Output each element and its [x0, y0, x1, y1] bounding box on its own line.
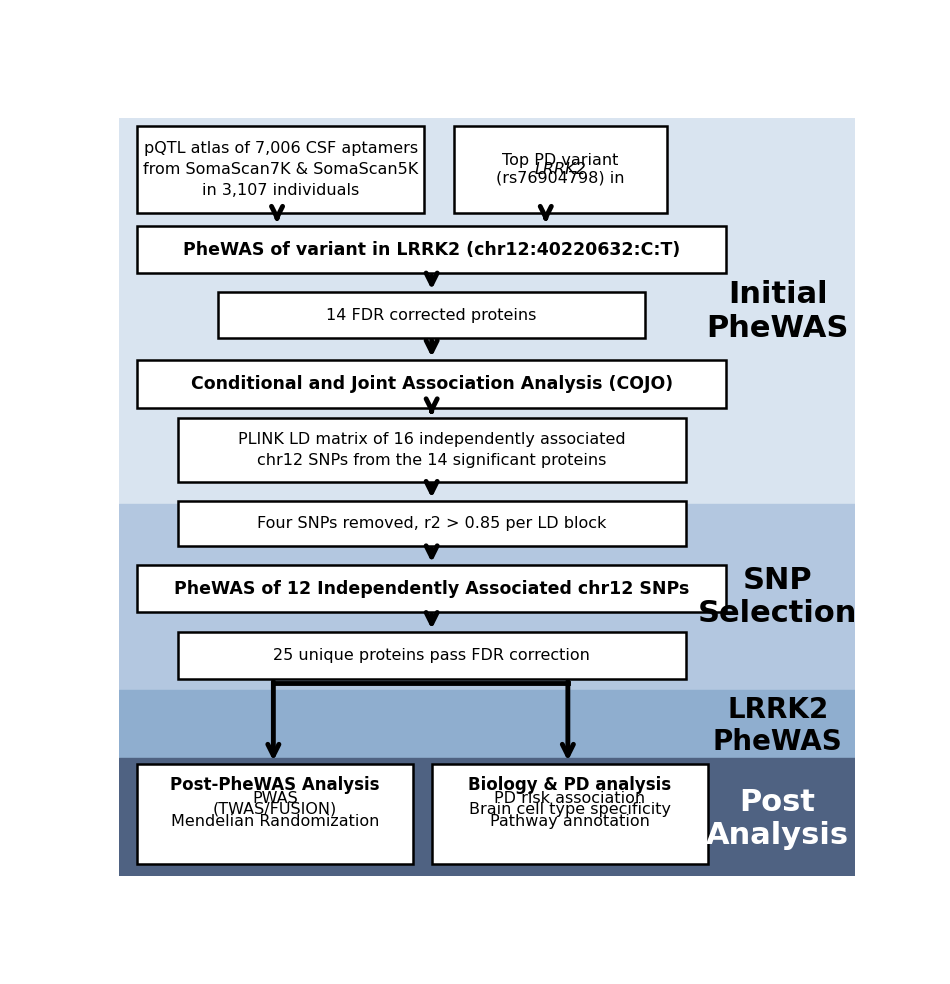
Text: 14 FDR corrected proteins: 14 FDR corrected proteins [327, 308, 537, 323]
FancyBboxPatch shape [178, 501, 686, 546]
Text: Conditional and Joint Association Analysis (COJO): Conditional and Joint Association Analys… [191, 375, 673, 393]
Text: 25 unique proteins pass FDR correction: 25 unique proteins pass FDR correction [274, 647, 590, 663]
Bar [119, 118, 855, 505]
Text: Post
Analysis: Post Analysis [706, 787, 849, 850]
Text: Post-PheWAS Analysis: Post-PheWAS Analysis [170, 776, 380, 794]
FancyBboxPatch shape [431, 764, 708, 864]
Text: Brain cell type specificity: Brain cell type specificity [468, 802, 671, 817]
Text: Mendelian Randomization: Mendelian Randomization [171, 814, 379, 830]
Bar [119, 759, 855, 876]
Text: Initial
PheWAS: Initial PheWAS [707, 280, 849, 342]
Text: pQTL atlas of 7,006 CSF aptamers
from SomaScan7K & SomaScan5K
in 3,107 individua: pQTL atlas of 7,006 CSF aptamers from So… [143, 141, 418, 198]
FancyBboxPatch shape [137, 360, 726, 407]
Text: (TWAS/FUSION): (TWAS/FUSION) [213, 802, 337, 817]
Bar [119, 505, 855, 690]
Text: SNP
Selection: SNP Selection [698, 566, 858, 628]
FancyBboxPatch shape [178, 418, 686, 482]
Bar [119, 690, 855, 759]
Text: PheWAS of variant in LRRK2 (chr12:40220632:C:T): PheWAS of variant in LRRK2 (chr12:402206… [183, 240, 680, 259]
Text: PheWAS of 12 Independently Associated chr12 SNPs: PheWAS of 12 Independently Associated ch… [174, 580, 690, 597]
Text: Top PD variant
(rs76904798) in: Top PD variant (rs76904798) in [496, 154, 625, 185]
Text: LRRK2: LRRK2 [535, 161, 586, 177]
Text: Four SNPs removed, r2 > 0.85 per LD block: Four SNPs removed, r2 > 0.85 per LD bloc… [256, 516, 606, 531]
FancyBboxPatch shape [218, 292, 645, 338]
FancyBboxPatch shape [454, 126, 667, 213]
FancyBboxPatch shape [137, 126, 425, 213]
Text: LRRK2
PheWAS: LRRK2 PheWAS [712, 696, 843, 756]
Text: PWAS: PWAS [253, 791, 298, 806]
FancyBboxPatch shape [137, 225, 726, 274]
FancyBboxPatch shape [137, 764, 413, 864]
Text: PD risk association: PD risk association [494, 791, 645, 806]
Text: PLINK LD matrix of 16 independently associated
chr12 SNPs from the 14 significan: PLINK LD matrix of 16 independently asso… [238, 432, 625, 468]
FancyBboxPatch shape [137, 565, 726, 612]
Text: Pathway annotation: Pathway annotation [490, 814, 650, 830]
FancyBboxPatch shape [178, 632, 686, 679]
Text: Biology & PD analysis: Biology & PD analysis [468, 776, 672, 794]
